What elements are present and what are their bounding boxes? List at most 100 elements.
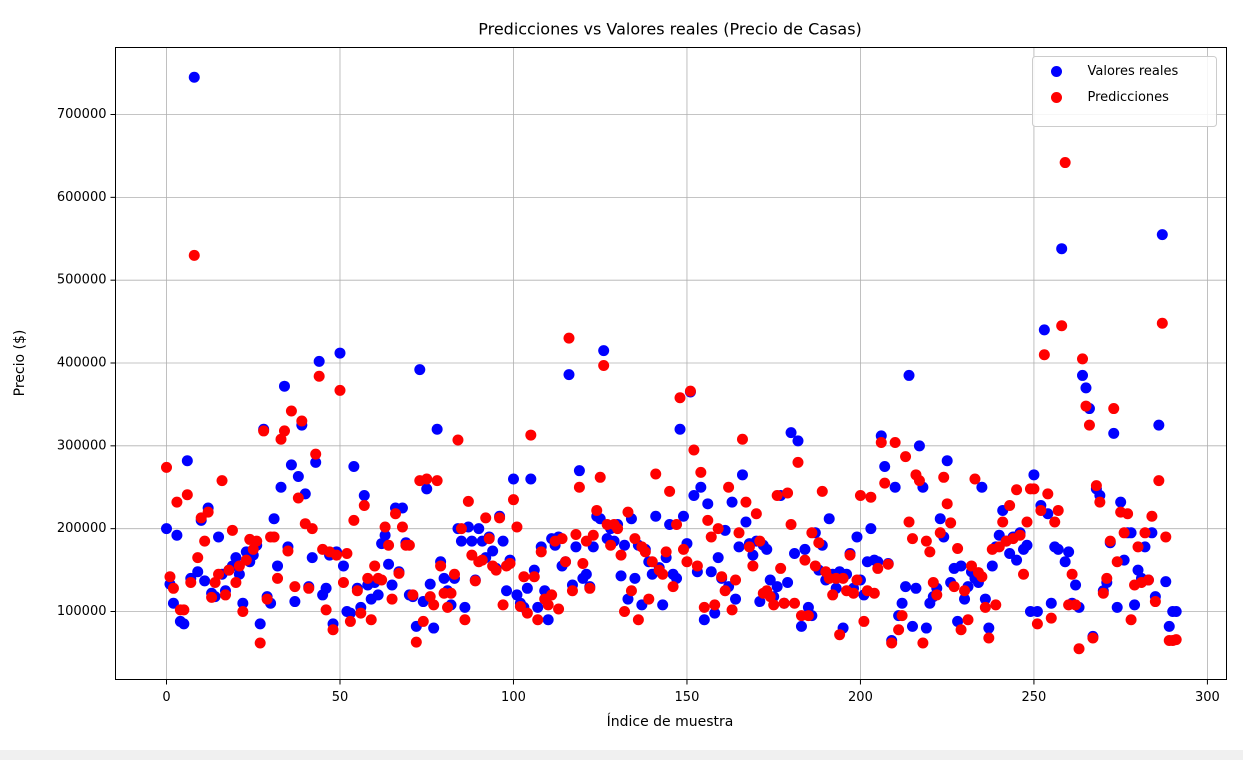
data-point — [521, 582, 533, 594]
x-tick-label: 0 — [162, 690, 170, 705]
data-point — [310, 456, 322, 468]
data-point — [976, 481, 988, 493]
data-point — [358, 490, 370, 502]
data-point — [448, 568, 460, 580]
data-point — [743, 541, 755, 553]
data-point — [948, 581, 960, 593]
data-point — [487, 545, 499, 557]
data-point — [188, 249, 200, 261]
data-point — [622, 506, 634, 518]
data-point — [1111, 556, 1123, 568]
data-point — [598, 359, 610, 371]
data-point — [1111, 601, 1123, 613]
data-point — [199, 535, 211, 547]
data-point — [1108, 427, 1120, 439]
data-point — [799, 543, 811, 555]
data-point — [1108, 403, 1120, 415]
data-point — [181, 455, 193, 467]
data-point — [213, 531, 225, 543]
y-tick-label: 300000 — [57, 438, 107, 453]
data-point — [1090, 480, 1102, 492]
data-point — [965, 560, 977, 572]
data-point — [698, 601, 710, 613]
data-point — [1125, 614, 1137, 626]
data-point — [327, 624, 339, 636]
data-point — [986, 560, 998, 572]
data-point — [268, 513, 280, 525]
data-point — [962, 614, 974, 626]
data-point — [594, 471, 606, 483]
data-point — [709, 599, 721, 611]
data-point — [573, 465, 585, 477]
data-point — [698, 614, 710, 626]
data-point — [1045, 612, 1057, 624]
data-point — [997, 516, 1009, 528]
y-tick-label: 700000 — [57, 107, 107, 122]
data-point — [615, 549, 627, 561]
data-point — [677, 543, 689, 555]
data-point — [1077, 353, 1089, 365]
data-point — [490, 564, 502, 576]
data-point — [289, 596, 301, 608]
data-point — [254, 618, 266, 630]
data-point — [1153, 475, 1165, 487]
data-point — [476, 554, 488, 566]
data-point — [275, 481, 287, 493]
data-point — [202, 506, 214, 518]
data-point — [178, 604, 190, 616]
x-axis-label: Índice de muestra — [607, 713, 734, 730]
data-point — [959, 585, 971, 597]
data-point — [889, 437, 901, 449]
data-point — [233, 568, 245, 580]
data-point — [560, 556, 572, 568]
data-point — [272, 572, 284, 584]
data-point — [1097, 587, 1109, 599]
data-point — [1077, 369, 1089, 381]
data-point — [334, 384, 346, 396]
data-point — [553, 603, 565, 615]
data-point — [455, 535, 467, 547]
data-point — [1080, 400, 1092, 412]
data-point — [337, 560, 349, 572]
data-point — [657, 568, 669, 580]
data-point — [955, 624, 967, 636]
data-point — [438, 572, 450, 584]
x-tick-label: 200 — [848, 690, 873, 705]
legend-label: Valores reales — [1088, 64, 1179, 79]
data-point — [171, 529, 183, 541]
data-point — [764, 574, 776, 586]
data-point — [865, 523, 877, 535]
data-point — [799, 554, 811, 566]
data-point — [632, 614, 644, 626]
data-point — [920, 622, 932, 634]
data-point — [1115, 496, 1127, 508]
legend-marker — [1051, 92, 1062, 103]
data-point — [424, 578, 436, 590]
data-point — [667, 581, 679, 593]
data-point — [247, 543, 259, 555]
data-point — [584, 582, 596, 594]
data-point — [237, 597, 249, 609]
data-point — [285, 405, 297, 417]
data-point — [677, 510, 689, 522]
data-point — [424, 591, 436, 603]
data-point — [462, 495, 474, 507]
data-point — [272, 560, 284, 572]
data-point — [348, 461, 360, 473]
data-point — [507, 494, 519, 506]
data-point — [1031, 618, 1043, 630]
data-point — [823, 513, 835, 525]
data-point — [761, 543, 773, 555]
data-point — [1066, 568, 1078, 580]
data-point — [650, 510, 662, 522]
data-point — [1011, 554, 1023, 566]
data-point — [625, 585, 637, 597]
y-tick-label: 100000 — [57, 604, 107, 619]
data-point — [875, 437, 887, 449]
data-point — [983, 632, 995, 644]
data-point — [1156, 317, 1168, 329]
x-tick-label: 300 — [1195, 690, 1220, 705]
data-point — [934, 527, 946, 539]
data-point — [341, 548, 353, 560]
data-point — [1142, 574, 1154, 586]
